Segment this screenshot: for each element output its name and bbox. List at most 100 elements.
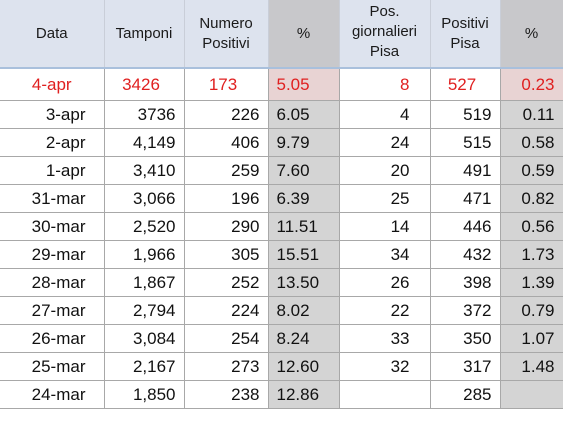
cell-tamponi[interactable]: 1,966 xyxy=(104,240,185,269)
cell-pos-pisa[interactable]: 4 xyxy=(339,100,431,129)
header-percent-pisa-label: % xyxy=(524,24,539,42)
header-data[interactable]: Data xyxy=(0,0,105,68)
cell-tamponi[interactable]: 1,850 xyxy=(104,380,185,409)
cell-positivi-pisa[interactable]: 519 xyxy=(430,100,501,129)
header-tamponi[interactable]: Tamponi xyxy=(104,0,185,68)
cell-positivi-pisa[interactable]: 350 xyxy=(430,324,501,353)
cell-percent[interactable]: 11.51 xyxy=(268,212,340,241)
cell-tamponi[interactable]: 3426 xyxy=(104,68,185,101)
cell-tamponi[interactable]: 3,066 xyxy=(104,184,185,213)
cell-positivi[interactable]: 273 xyxy=(184,352,269,381)
cell-data[interactable]: 2-apr xyxy=(0,128,105,157)
cell-data[interactable]: 4-apr xyxy=(0,68,105,101)
cell-tamponi[interactable]: 3,410 xyxy=(104,156,185,185)
header-positivi-pisa-label-1: Positivi xyxy=(441,14,489,32)
cell-positivi-pisa[interactable]: 317 xyxy=(430,352,501,381)
cell-percent[interactable]: 5.05 xyxy=(268,68,340,101)
cell-positivi[interactable]: 290 xyxy=(184,212,269,241)
cell-percent-pisa[interactable]: 1.48 xyxy=(500,352,563,381)
cell-data[interactable]: 26-mar xyxy=(0,324,105,353)
cell-data[interactable]: 3-apr xyxy=(0,100,105,129)
header-pos-giornalieri-pisa[interactable]: Pos. giornalieri Pisa xyxy=(339,0,431,68)
cell-percent[interactable]: 15.51 xyxy=(268,240,340,269)
table-row: 29-mar 1,966 305 15.51 34 432 1.73 xyxy=(0,240,563,269)
cell-tamponi[interactable]: 4,149 xyxy=(104,128,185,157)
header-percent[interactable]: % xyxy=(268,0,340,68)
cell-percent[interactable]: 7.60 xyxy=(268,156,340,185)
cell-pos-pisa[interactable]: 14 xyxy=(339,212,431,241)
cell-percent[interactable]: 6.39 xyxy=(268,184,340,213)
header-percent-pisa[interactable]: % xyxy=(500,0,563,68)
cell-percent[interactable]: 8.02 xyxy=(268,296,340,325)
cell-pos-pisa[interactable]: 8 xyxy=(339,68,431,101)
cell-positivi[interactable]: 238 xyxy=(184,380,269,409)
cell-pos-pisa[interactable]: 25 xyxy=(339,184,431,213)
table-row: 3-apr 3736 226 6.05 4 519 0.11 xyxy=(0,100,563,129)
table-row: 26-mar 3,084 254 8.24 33 350 1.07 xyxy=(0,324,563,353)
cell-percent[interactable]: 12.60 xyxy=(268,352,340,381)
cell-percent-pisa[interactable]: 1.07 xyxy=(500,324,563,353)
cell-tamponi[interactable]: 3736 xyxy=(104,100,185,129)
cell-tamponi[interactable]: 1,867 xyxy=(104,268,185,297)
cell-positivi-pisa[interactable]: 398 xyxy=(430,268,501,297)
cell-positivi-pisa[interactable]: 432 xyxy=(430,240,501,269)
cell-pos-pisa[interactable]: 26 xyxy=(339,268,431,297)
cell-pos-pisa[interactable]: 33 xyxy=(339,324,431,353)
cell-pos-pisa[interactable] xyxy=(339,380,431,409)
cell-percent-pisa[interactable]: 0.11 xyxy=(500,100,563,129)
cell-percent-pisa[interactable] xyxy=(500,380,563,409)
cell-data[interactable]: 28-mar xyxy=(0,268,105,297)
cell-percent[interactable]: 6.05 xyxy=(268,100,340,129)
cell-data[interactable]: 1-apr xyxy=(0,156,105,185)
cell-tamponi[interactable]: 3,084 xyxy=(104,324,185,353)
cell-positivi-pisa[interactable]: 372 xyxy=(430,296,501,325)
cell-tamponi[interactable]: 2,794 xyxy=(104,296,185,325)
cell-percent-pisa[interactable]: 0.23 xyxy=(500,68,563,101)
cell-percent-pisa[interactable]: 0.58 xyxy=(500,128,563,157)
cell-data[interactable]: 24-mar xyxy=(0,380,105,409)
cell-positivi[interactable]: 226 xyxy=(184,100,269,129)
cell-percent[interactable]: 9.79 xyxy=(268,128,340,157)
header-positivi-pisa[interactable]: Positivi Pisa xyxy=(430,0,501,68)
cell-positivi-pisa[interactable]: 527 xyxy=(430,68,501,101)
cell-positivi-pisa[interactable]: 515 xyxy=(430,128,501,157)
table-row: 1-apr 3,410 259 7.60 20 491 0.59 xyxy=(0,156,563,185)
cell-positivi[interactable]: 173 xyxy=(184,68,269,101)
table-row: 25-mar 2,167 273 12.60 32 317 1.48 xyxy=(0,352,563,381)
cell-percent-pisa[interactable]: 1.73 xyxy=(500,240,563,269)
cell-pos-pisa[interactable]: 22 xyxy=(339,296,431,325)
cell-percent[interactable]: 8.24 xyxy=(268,324,340,353)
cell-percent-pisa[interactable]: 0.56 xyxy=(500,212,563,241)
cell-positivi-pisa[interactable]: 471 xyxy=(430,184,501,213)
cell-positivi[interactable]: 252 xyxy=(184,268,269,297)
cell-pos-pisa[interactable]: 20 xyxy=(339,156,431,185)
cell-positivi-pisa[interactable]: 446 xyxy=(430,212,501,241)
cell-percent-pisa[interactable]: 0.82 xyxy=(500,184,563,213)
cell-tamponi[interactable]: 2,520 xyxy=(104,212,185,241)
cell-positivi[interactable]: 406 xyxy=(184,128,269,157)
cell-data[interactable]: 25-mar xyxy=(0,352,105,381)
cell-positivi[interactable]: 224 xyxy=(184,296,269,325)
cell-percent-pisa[interactable]: 0.59 xyxy=(500,156,563,185)
cell-data[interactable]: 27-mar xyxy=(0,296,105,325)
cell-percent-pisa[interactable]: 1.39 xyxy=(500,268,563,297)
cell-positivi[interactable]: 254 xyxy=(184,324,269,353)
cell-positivi-pisa[interactable]: 491 xyxy=(430,156,501,185)
cell-percent-pisa[interactable]: 0.79 xyxy=(500,296,563,325)
header-pos-label: Pos. xyxy=(369,3,400,20)
cell-pos-pisa[interactable]: 34 xyxy=(339,240,431,269)
cell-tamponi[interactable]: 2,167 xyxy=(104,352,185,381)
cell-data[interactable]: 31-mar xyxy=(0,184,105,213)
cell-data[interactable]: 30-mar xyxy=(0,212,105,241)
cell-positivi[interactable]: 305 xyxy=(184,240,269,269)
cell-data[interactable]: 29-mar xyxy=(0,240,105,269)
header-data-label: Data xyxy=(35,24,68,42)
cell-pos-pisa[interactable]: 32 xyxy=(339,352,431,381)
cell-pos-pisa[interactable]: 24 xyxy=(339,128,431,157)
cell-positivi[interactable]: 259 xyxy=(184,156,269,185)
cell-percent[interactable]: 12.86 xyxy=(268,380,340,409)
header-numero-positivi[interactable]: Numero Positivi xyxy=(184,0,269,68)
cell-positivi[interactable]: 196 xyxy=(184,184,269,213)
cell-percent[interactable]: 13.50 xyxy=(268,268,340,297)
cell-positivi-pisa[interactable]: 285 xyxy=(430,380,501,409)
